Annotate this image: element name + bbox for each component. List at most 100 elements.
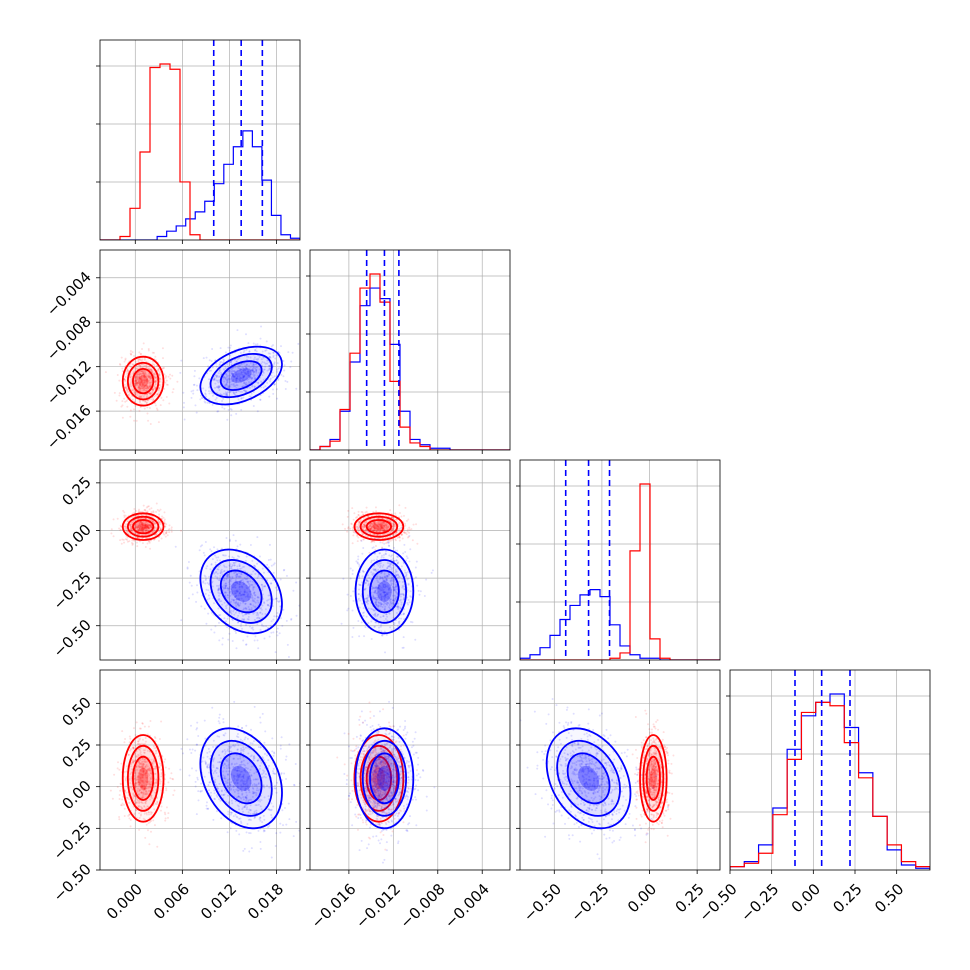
scatter-point xyxy=(385,550,387,553)
scatter-point xyxy=(400,524,403,527)
scatter-plot-area xyxy=(100,460,300,660)
scatter-point xyxy=(250,369,253,372)
scatter-point xyxy=(377,586,380,589)
scatter-point xyxy=(154,737,157,740)
scatter-point xyxy=(131,398,134,401)
scatter-point xyxy=(154,394,157,397)
scatter-point xyxy=(147,526,150,529)
scatter-point xyxy=(352,590,355,593)
scatter-point xyxy=(141,776,144,779)
scatter-point xyxy=(154,381,157,384)
scatter-point xyxy=(158,374,161,377)
scatter-point xyxy=(135,526,138,529)
scatter-point xyxy=(153,377,156,380)
scatter-point xyxy=(247,370,250,373)
scatter-point xyxy=(199,394,202,397)
scatter-point xyxy=(407,577,410,580)
scatter-point xyxy=(142,762,145,765)
scatter-point xyxy=(142,530,145,533)
scatter-point xyxy=(148,523,151,526)
scatter-point xyxy=(224,584,227,587)
scatter-point xyxy=(229,385,232,388)
scatter-point xyxy=(131,761,134,764)
scatter-point xyxy=(129,382,132,385)
scatter-point xyxy=(224,591,227,594)
scatter-point xyxy=(134,785,137,788)
scatter-point xyxy=(384,553,387,556)
scatter-point xyxy=(142,384,145,387)
scatter-point xyxy=(376,587,379,590)
scatter-point xyxy=(160,764,163,767)
scatter-point xyxy=(156,368,159,371)
scatter-point xyxy=(368,523,371,526)
scatter-point xyxy=(132,747,135,750)
scatter-point xyxy=(138,372,141,375)
scatter-point xyxy=(389,520,392,523)
scatter-point xyxy=(396,576,399,579)
scatter-point xyxy=(389,530,392,533)
scatter-point xyxy=(387,525,390,528)
scatter-point xyxy=(247,618,250,621)
scatter-point xyxy=(351,542,354,545)
scatter-point xyxy=(138,769,141,772)
scatter-point xyxy=(374,601,377,604)
scatter-point xyxy=(147,526,150,529)
scatter-point xyxy=(375,587,378,590)
histogram-blue xyxy=(730,693,930,870)
scatter-point xyxy=(126,540,129,543)
scatter-point xyxy=(137,375,140,378)
scatter-point xyxy=(386,524,389,527)
scatter-point xyxy=(243,594,246,597)
scatter-point xyxy=(154,749,157,752)
scatter-point xyxy=(139,353,142,356)
scatter-point xyxy=(374,621,377,624)
scatter-point xyxy=(379,522,382,525)
scatter-point xyxy=(357,529,360,532)
scatter-point xyxy=(141,387,144,390)
scatter-point xyxy=(387,591,390,594)
scatter-point xyxy=(401,586,404,589)
scatter-point xyxy=(149,374,152,377)
scatter-point xyxy=(372,525,375,528)
scatter-point xyxy=(222,397,225,400)
scatter-point xyxy=(182,391,185,394)
scatter-point xyxy=(146,524,149,527)
scatter-point xyxy=(132,792,135,795)
scatter-point xyxy=(368,528,371,531)
scatter-point xyxy=(140,386,143,389)
scatter-point xyxy=(129,527,132,530)
scatter-point xyxy=(158,762,161,765)
scatter-point xyxy=(394,539,397,542)
scatter-point xyxy=(141,529,144,532)
scatter-point xyxy=(134,379,137,382)
scatter-point xyxy=(132,796,135,799)
scatter-point xyxy=(243,590,246,593)
scatter-point xyxy=(267,598,270,601)
scatter-point xyxy=(139,366,142,369)
scatter-point xyxy=(145,524,148,527)
scatter-point xyxy=(146,379,149,382)
scatter-point xyxy=(180,529,183,532)
scatter-point xyxy=(369,528,372,531)
scatter-point xyxy=(140,370,143,373)
scatter-point xyxy=(245,607,248,610)
scatter-point xyxy=(372,586,375,589)
scatter-point xyxy=(378,530,381,533)
scatter-point xyxy=(253,367,256,370)
scatter-point xyxy=(373,526,376,529)
scatter-point xyxy=(231,564,234,567)
scatter-point xyxy=(136,384,139,387)
scatter-point xyxy=(204,401,207,404)
scatter-point xyxy=(130,353,133,356)
scatter-point xyxy=(405,533,408,536)
scatter-point xyxy=(142,817,145,820)
scatter-point xyxy=(371,525,374,528)
scatter-point xyxy=(140,762,143,765)
scatter-point xyxy=(239,602,242,605)
scatter-point xyxy=(388,603,391,606)
scatter-point xyxy=(261,624,264,627)
scatter-point xyxy=(370,638,373,641)
scatter-point xyxy=(374,506,377,509)
density-contour-blue xyxy=(219,360,263,391)
scatter-point xyxy=(394,585,397,588)
